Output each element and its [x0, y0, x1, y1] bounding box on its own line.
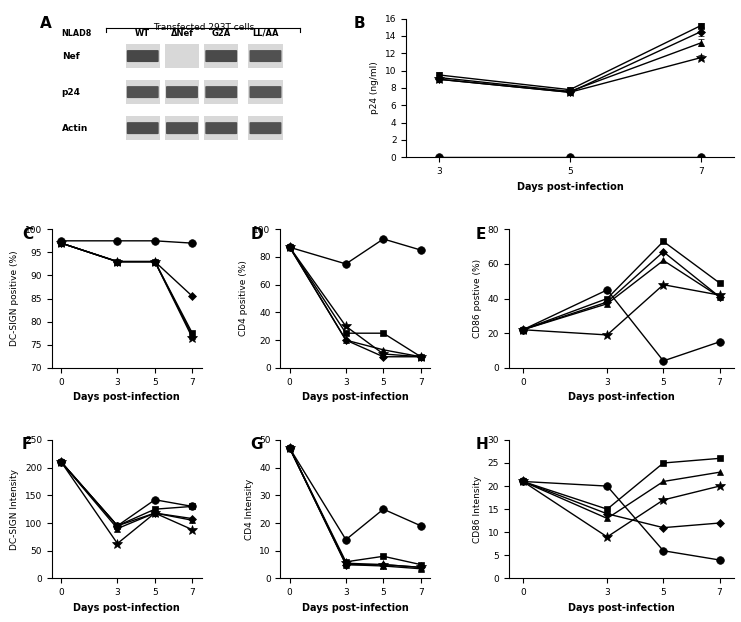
Text: F: F — [22, 437, 33, 452]
FancyBboxPatch shape — [125, 116, 160, 140]
Text: p24: p24 — [62, 88, 81, 96]
X-axis label: Days post-infection: Days post-infection — [302, 603, 408, 613]
FancyBboxPatch shape — [165, 116, 199, 140]
Text: Actin: Actin — [62, 124, 88, 132]
FancyBboxPatch shape — [205, 86, 237, 98]
Text: B: B — [354, 16, 365, 31]
X-axis label: Days post-infection: Days post-infection — [73, 603, 180, 613]
FancyBboxPatch shape — [166, 86, 198, 98]
FancyBboxPatch shape — [204, 44, 239, 68]
Text: E: E — [475, 226, 485, 241]
FancyBboxPatch shape — [165, 80, 199, 104]
FancyBboxPatch shape — [127, 86, 159, 98]
FancyBboxPatch shape — [250, 122, 282, 134]
Text: C: C — [22, 226, 33, 241]
FancyBboxPatch shape — [125, 44, 160, 68]
Text: G: G — [250, 437, 263, 452]
X-axis label: Days post-infection: Days post-infection — [73, 392, 180, 402]
FancyBboxPatch shape — [248, 80, 282, 104]
Y-axis label: CD4 positive (%): CD4 positive (%) — [239, 261, 247, 337]
Text: G2A: G2A — [212, 29, 231, 38]
Text: H: H — [475, 437, 488, 452]
Text: D: D — [250, 226, 263, 241]
FancyBboxPatch shape — [248, 116, 282, 140]
Y-axis label: DC-SIGN positive (%): DC-SIGN positive (%) — [10, 251, 19, 346]
FancyBboxPatch shape — [248, 44, 282, 68]
FancyBboxPatch shape — [166, 122, 198, 134]
Y-axis label: p24 (ng/ml): p24 (ng/ml) — [370, 62, 379, 114]
FancyBboxPatch shape — [204, 80, 239, 104]
Text: WT: WT — [135, 29, 150, 38]
Y-axis label: CD86 postive (%): CD86 postive (%) — [473, 259, 482, 338]
FancyBboxPatch shape — [205, 122, 237, 134]
X-axis label: Days post-infection: Days post-infection — [568, 392, 674, 402]
X-axis label: Days post-infection: Days post-infection — [568, 603, 674, 613]
Y-axis label: CD86 Intensity: CD86 Intensity — [473, 476, 482, 543]
FancyBboxPatch shape — [204, 116, 239, 140]
FancyBboxPatch shape — [250, 50, 282, 62]
Text: Nef: Nef — [62, 52, 79, 60]
FancyBboxPatch shape — [127, 50, 159, 62]
FancyBboxPatch shape — [125, 80, 160, 104]
X-axis label: Days post-infection: Days post-infection — [302, 392, 408, 402]
Text: NLAD8: NLAD8 — [62, 29, 92, 38]
FancyBboxPatch shape — [250, 86, 282, 98]
Y-axis label: DC-SIGN Intensity: DC-SIGN Intensity — [10, 469, 19, 550]
FancyBboxPatch shape — [165, 44, 199, 68]
Text: A: A — [39, 16, 51, 31]
X-axis label: Days post-infection: Days post-infection — [516, 182, 623, 192]
FancyBboxPatch shape — [127, 122, 159, 134]
FancyBboxPatch shape — [205, 50, 237, 62]
Text: Transfected 293T cells: Transfected 293T cells — [153, 23, 255, 32]
Text: ΔNef: ΔNef — [170, 29, 193, 38]
Text: LL/AA: LL/AA — [252, 29, 279, 38]
Y-axis label: CD4 Intensity: CD4 Intensity — [245, 478, 253, 540]
